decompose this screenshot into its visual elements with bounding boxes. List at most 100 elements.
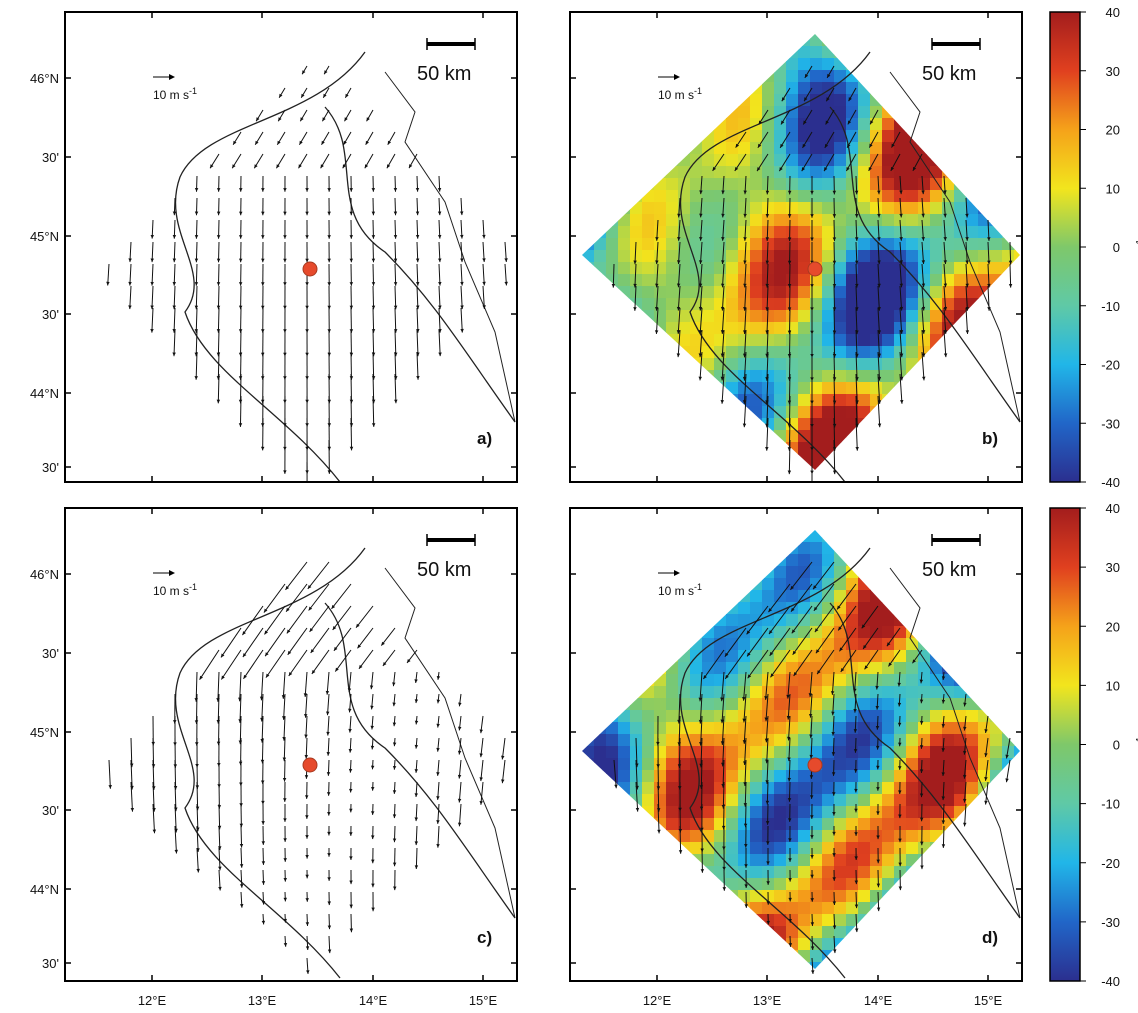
longitude-tick-label: 12°E bbox=[138, 993, 167, 1008]
reference-vector: 10 m s-1 bbox=[658, 74, 702, 102]
latitude-tick-label: 46°N bbox=[30, 71, 59, 86]
coastline-west bbox=[174, 547, 366, 979]
colorbar-bottom: 40 30 20 10 0 -10 -20 -30 -40 [s-1] bbox=[1049, 501, 1138, 989]
scale-bar: 50 km bbox=[922, 534, 981, 581]
reference-vector: 10 m s-1 bbox=[153, 74, 197, 102]
colorbar-tick-label: 20 bbox=[1106, 619, 1120, 634]
latitude-tick-label: 30' bbox=[42, 307, 59, 322]
longitude-tick-label: 14°E bbox=[359, 993, 388, 1008]
coastline-west bbox=[174, 51, 366, 482]
panel-c-content bbox=[108, 547, 516, 979]
station-marker bbox=[807, 757, 823, 773]
latitude-tick-label: 30' bbox=[42, 646, 59, 661]
axis-ticks bbox=[65, 12, 517, 482]
panel-frame bbox=[569, 507, 1023, 982]
coastline-islands bbox=[889, 71, 1021, 423]
panel-frame bbox=[569, 11, 1023, 483]
vorticity-field bbox=[582, 530, 1020, 969]
scale-bar-label: 50 km bbox=[417, 559, 471, 581]
station-marker bbox=[302, 757, 318, 773]
reference-vector-label: 10 m s-1 bbox=[153, 86, 197, 102]
reference-vector-label: 10 m s-1 bbox=[658, 86, 702, 102]
panel-c: 50 km 10 m s-1 c) 46°N 30' 45°N 30' 44°N 30' 12°E… bbox=[30, 507, 518, 1008]
latitude-tick-label: 30' bbox=[42, 150, 59, 165]
reference-vector-exponent: -1 bbox=[189, 582, 197, 592]
colorbar-tick-label: 0 bbox=[1113, 240, 1120, 255]
reference-vector: 10 m s-1 bbox=[658, 570, 702, 598]
colorbar-tick-label: 0 bbox=[1113, 738, 1120, 753]
longitude-tick-label: 13°E bbox=[248, 993, 277, 1008]
longitude-tick-label: 14°E bbox=[864, 993, 893, 1008]
reference-vector-label: 10 m s-1 bbox=[658, 582, 702, 598]
colorbar-tick-label: 10 bbox=[1106, 181, 1120, 196]
scale-bar: 50 km bbox=[922, 38, 981, 85]
reference-vector-label: 10 m s-1 bbox=[153, 582, 197, 598]
latitude-tick-label: 44°N bbox=[30, 386, 59, 401]
reference-vector-exponent: -1 bbox=[189, 86, 197, 96]
coastline-islands bbox=[384, 71, 516, 423]
panel-frame bbox=[64, 11, 518, 483]
colorbar-top: 40 30 20 10 0 -10 -20 -30 -40 [s-1] bbox=[1049, 5, 1138, 490]
axis-ticks bbox=[570, 12, 1022, 482]
panel-d-content bbox=[582, 530, 1021, 979]
longitude-tick-label: 12°E bbox=[643, 993, 672, 1008]
colorbar-tick-label: 40 bbox=[1106, 5, 1120, 20]
coastline-west bbox=[679, 547, 871, 979]
colorbar-gradient bbox=[1049, 507, 1081, 982]
colorbar-tick-label: -10 bbox=[1101, 299, 1120, 314]
station-marker bbox=[807, 261, 823, 277]
coastline-islands bbox=[889, 567, 1021, 919]
scale-bar: 50 km bbox=[417, 534, 476, 581]
latitude-tick-label: 45°N bbox=[30, 725, 59, 740]
colorbar-tick-label: 10 bbox=[1106, 678, 1120, 693]
panel-label-a: a) bbox=[477, 429, 492, 448]
colorbar-tick-label: -40 bbox=[1101, 974, 1120, 989]
coastline-islands bbox=[384, 567, 516, 919]
colorbar-unit: [s-1] bbox=[1135, 235, 1138, 259]
latitude-tick-label: 45°N bbox=[30, 229, 59, 244]
coastline-west bbox=[679, 51, 871, 482]
scale-bar-label: 50 km bbox=[922, 63, 976, 85]
colorbar-gradient bbox=[1049, 11, 1081, 483]
latitude-tick-label: 46°N bbox=[30, 567, 59, 582]
latitude-tick-label: 44°N bbox=[30, 882, 59, 897]
reference-vector-exponent: -1 bbox=[694, 582, 702, 592]
colorbar-tick-label: 40 bbox=[1106, 501, 1120, 516]
colorbar-tick-label: 30 bbox=[1106, 64, 1120, 79]
longitude-tick-label: 15°E bbox=[469, 993, 498, 1008]
coastline-east bbox=[324, 602, 516, 919]
coastline-east bbox=[324, 106, 516, 423]
colorbar-tick-label: -10 bbox=[1101, 797, 1120, 812]
panel-label-b: b) bbox=[982, 429, 998, 448]
coastline-east bbox=[829, 602, 1021, 919]
latitude-tick-label: 30' bbox=[42, 460, 59, 475]
wind-vectors bbox=[108, 561, 506, 974]
axis-ticks bbox=[65, 508, 517, 981]
panel-frame bbox=[64, 507, 518, 982]
colorbar-tick-label: 30 bbox=[1106, 560, 1120, 575]
wind-vectors bbox=[613, 561, 1011, 975]
latitude-tick-label: 30' bbox=[42, 803, 59, 818]
longitude-tick-label: 15°E bbox=[974, 993, 1003, 1008]
colorbar-tick-label: 20 bbox=[1106, 123, 1120, 138]
colorbar-tick-label: -20 bbox=[1101, 358, 1120, 373]
panel-b-content bbox=[582, 34, 1021, 482]
panel-b: 50 km 10 m s-1 b) bbox=[569, 11, 1023, 483]
scale-bar-label: 50 km bbox=[922, 559, 976, 581]
reference-vector-exponent: -1 bbox=[694, 86, 702, 96]
panel-a: 50 km 10 m s-1 a) 46°N 30' 45°N 30' 44°N 30' bbox=[30, 11, 518, 483]
colorbar-tick-label: -30 bbox=[1101, 915, 1120, 930]
reference-vector: 10 m s-1 bbox=[153, 570, 197, 598]
panel-label-c: c) bbox=[477, 928, 492, 947]
colorbar-unit: [s-1] bbox=[1135, 733, 1138, 757]
panel-label-d: d) bbox=[982, 928, 998, 947]
colorbar-tick-label: -20 bbox=[1101, 856, 1120, 871]
scale-bar: 50 km bbox=[417, 38, 476, 85]
axis-ticks bbox=[570, 508, 1022, 981]
panel-d: 50 km 10 m s-1 d) 12°E 13°E 14°E 15°E bbox=[569, 507, 1023, 1008]
colorbar-tick-label: -30 bbox=[1101, 416, 1120, 431]
coastline-east bbox=[829, 106, 1021, 423]
latitude-tick-label: 30' bbox=[42, 956, 59, 971]
wind-vectors bbox=[611, 65, 1013, 482]
